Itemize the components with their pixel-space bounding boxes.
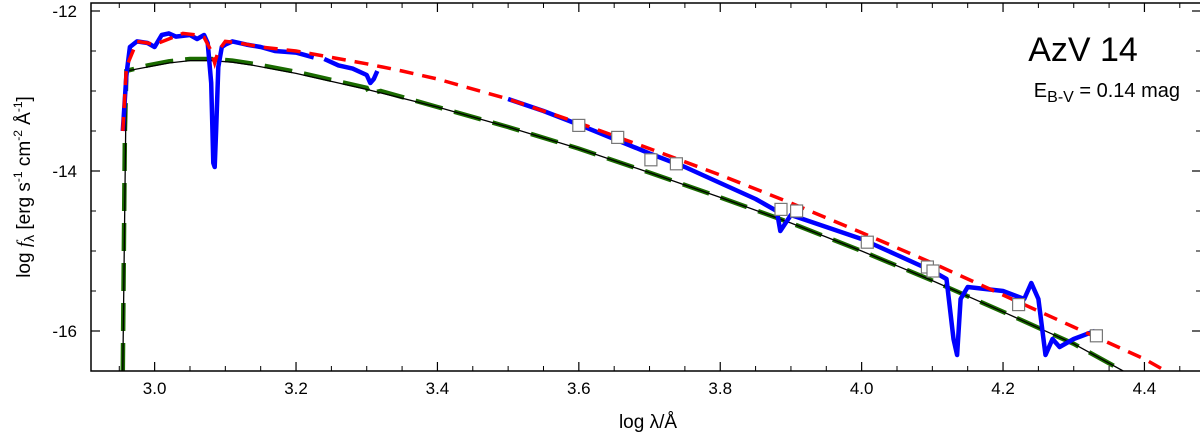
series-layer	[120, 31, 1167, 371]
chart-title: AzV 14	[1028, 31, 1138, 69]
x-tick-label: 3.2	[284, 379, 308, 398]
continuum-line	[122, 59, 1124, 371]
x-tick-label: 4.2	[991, 379, 1015, 398]
photometry-point	[669, 157, 684, 171]
y-tick-label: -16	[52, 322, 77, 341]
x-tick-label: 3.6	[567, 379, 591, 398]
observed-spectrum-segment-1	[120, 31, 315, 170]
plot-frame	[90, 2, 1200, 372]
axis-ticks: 3.0 3.2 3.4 3.6 3.8 4.0 4.2 4.4 -12 -14 -16	[52, 2, 1200, 398]
x-tick-label: 3.0	[143, 379, 167, 398]
x-tick-label: 3.4	[426, 379, 450, 398]
x-tick-label: 4.4	[1133, 379, 1157, 398]
x-tick-label: 4.0	[850, 379, 874, 398]
photometry-point	[1089, 329, 1104, 343]
x-axis-title: log λ/Å	[619, 412, 677, 433]
photometry-markers	[572, 118, 1104, 343]
y-axis-title: log fλ [erg s-1 cm-2 Å-1]	[11, 96, 37, 278]
photometry-point	[774, 202, 788, 216]
photometry-point	[572, 118, 586, 133]
observed-spectrum-segment-2	[323, 56, 380, 86]
photometry-point	[1011, 298, 1026, 312]
reddening-annotation: EB-V = 0.14 mag	[1034, 80, 1180, 106]
unreddened-model-line	[120, 56, 1125, 371]
y-tick-label: -12	[52, 2, 77, 21]
photometry-point	[644, 153, 658, 167]
x-tick-label: 3.8	[708, 379, 732, 398]
photometry-point	[926, 264, 940, 278]
y-tick-label: -14	[52, 162, 77, 181]
photometry-point	[860, 235, 874, 249]
photometry-point	[789, 204, 804, 218]
reddened-model-line	[121, 31, 1167, 371]
photometry-point	[611, 130, 625, 144]
